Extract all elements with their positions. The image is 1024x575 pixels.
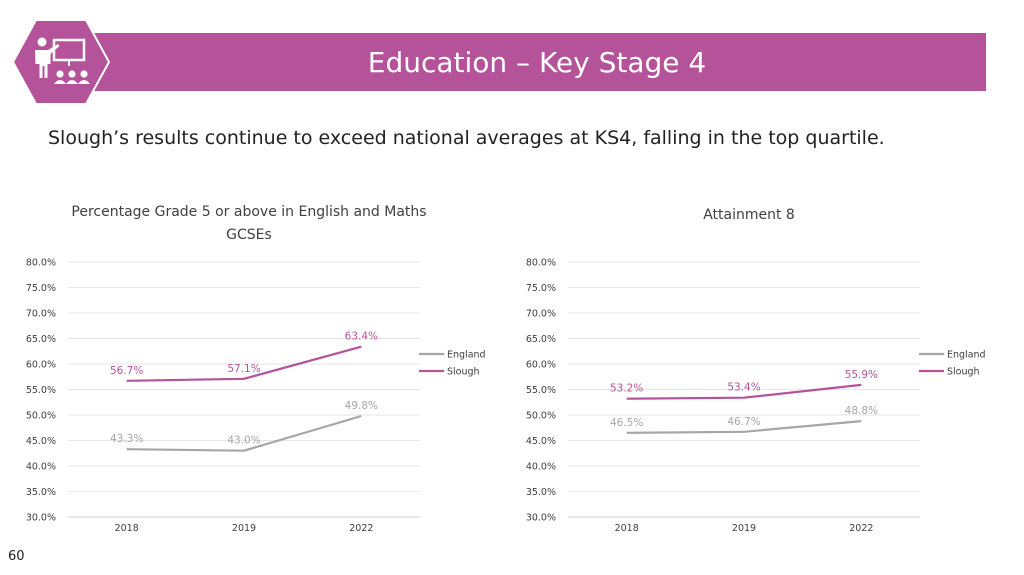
chart-title-line-1: Attainment 8 (703, 207, 795, 223)
y-tick-label: 30.0% (526, 513, 556, 524)
y-tick-label: 50.0% (26, 411, 56, 422)
y-tick-label: 70.0% (26, 309, 56, 320)
data-label: 43.3% (110, 433, 143, 445)
chart-attainment-8: Attainment 8 30.0% 35.0% 40.0% 45.0% 50.0% 55.… (508, 196, 1018, 542)
data-label: 53.4% (727, 382, 760, 394)
y-tick-label: 65.0% (526, 334, 556, 345)
chart-svg: Percentage Grade 5 or above in English a… (26, 204, 486, 534)
x-tick-label: 2018 (615, 523, 639, 534)
y-tick-label: 55.0% (526, 385, 556, 396)
y-tick-label: 30.0% (26, 513, 56, 524)
x-tick-label: 2018 (115, 523, 139, 534)
y-tick-label: 65.0% (26, 334, 56, 345)
data-label: 53.2% (610, 383, 643, 395)
data-label: 46.5% (610, 417, 643, 429)
chart-title: Percentage Grade 5 or above in English a… (71, 204, 426, 243)
y-tick-label: 40.0% (26, 462, 56, 473)
y-tick-label: 45.0% (526, 436, 556, 447)
legend-label: Slough (947, 367, 980, 378)
y-tick-label: 70.0% (526, 309, 556, 320)
data-label: 43.0% (227, 435, 260, 447)
data-label: 48.8% (845, 405, 878, 417)
legend-label: England (947, 350, 986, 361)
chart-title: Attainment 8 (703, 207, 795, 223)
teacher-presentation-icon (12, 19, 110, 105)
data-label: 49.8% (345, 400, 378, 412)
page-subtitle: Slough’s results continue to exceed nati… (48, 127, 885, 149)
chart-grade5-english-maths: Percentage Grade 5 or above in English a… (8, 196, 518, 542)
data-label: 56.7% (110, 365, 143, 377)
y-tick-label: 35.0% (526, 487, 556, 498)
chart-legend: England Slough (919, 350, 986, 378)
y-tick-label: 40.0% (526, 462, 556, 473)
data-label: 55.9% (845, 369, 878, 381)
legend-label: Slough (447, 367, 480, 378)
data-label: 57.1% (227, 363, 260, 375)
x-tick-label: 2022 (349, 523, 373, 534)
x-tick-label: 2022 (849, 523, 873, 534)
x-tick-label: 2019 (732, 523, 756, 534)
y-tick-label: 75.0% (526, 283, 556, 294)
y-tick-label: 60.0% (526, 360, 556, 371)
y-tick-label: 45.0% (26, 436, 56, 447)
data-label: 63.4% (345, 331, 378, 343)
x-tick-label: 2019 (232, 523, 256, 534)
legend-label: England (447, 350, 486, 361)
chart-legend: England Slough (419, 350, 486, 378)
y-tick-label: 80.0% (26, 258, 56, 269)
page-number: 60 (8, 549, 25, 564)
data-label: 46.7% (727, 416, 760, 428)
y-tick-label: 60.0% (26, 360, 56, 371)
chart-title-line-2: GCSEs (226, 227, 272, 243)
chart-title-line-1: Percentage Grade 5 or above in English a… (71, 204, 426, 220)
y-tick-label: 35.0% (26, 487, 56, 498)
y-tick-label: 55.0% (26, 385, 56, 396)
page-title: Education – Key Stage 4 (367, 45, 707, 79)
title-banner (88, 33, 986, 91)
chart-svg: Attainment 8 30.0% 35.0% 40.0% 45.0% 50.0% 55.… (526, 207, 986, 534)
y-tick-label: 50.0% (526, 411, 556, 422)
y-tick-label: 80.0% (526, 258, 556, 269)
y-tick-label: 75.0% (26, 283, 56, 294)
